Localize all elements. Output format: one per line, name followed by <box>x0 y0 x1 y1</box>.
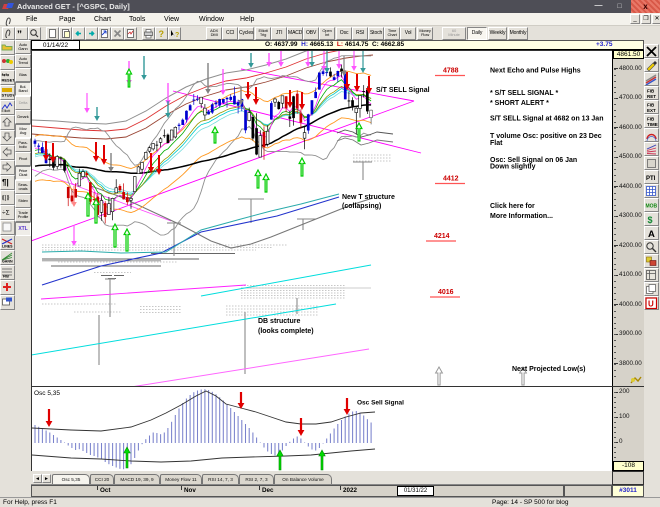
svg-text:Down slightly: Down slightly <box>490 164 536 171</box>
svg-text:S/T SELL Signal at 4682 on 13: S/T SELL Signal at 4682 on 13 Jan <box>490 116 603 123</box>
svg-text:Osc: Sell Signal on 06 Jan: Osc: Sell Signal on 06 Jan <box>490 157 577 164</box>
svg-text:?: ? <box>159 29 165 39</box>
svg-text:DB structure: DB structure <box>258 318 301 325</box>
svg-text:S/T SELL Signal: S/T SELL Signal <box>376 87 430 94</box>
svg-text:Click here for: Click here for <box>490 203 535 210</box>
svg-text:U: U <box>648 300 654 309</box>
svg-text:GANN: GANN <box>2 260 13 264</box>
svg-text:PTI: PTI <box>646 176 656 182</box>
svg-text:More Information...: More Information... <box>490 213 553 220</box>
svg-text:RESET: RESET <box>2 78 15 83</box>
svg-text:* S/T SELL SIGNAL *: * S/T SELL SIGNAL * <box>490 90 558 97</box>
svg-text:4412: 4412 <box>443 176 459 183</box>
svg-text:4788: 4788 <box>443 68 459 75</box>
svg-text:Next Echo and Pulse Highs: Next Echo and Pulse Highs <box>490 68 581 75</box>
svg-text:4214: 4214 <box>434 233 450 240</box>
svg-text:Flat: Flat <box>490 140 503 147</box>
svg-text:Elliott: Elliott <box>2 109 11 113</box>
svg-text:Osc Sell Signal: Osc Sell Signal <box>357 400 404 407</box>
svg-text:RET: RET <box>647 94 656 99</box>
svg-text:A: A <box>648 229 655 239</box>
svg-text:¶|: ¶| <box>2 178 9 187</box>
svg-text:FIB: FIB <box>647 103 655 108</box>
svg-text:?: ? <box>175 32 179 39</box>
svg-text:STUDY: STUDY <box>2 93 15 98</box>
svg-text:÷Σ: ÷Σ <box>2 210 10 217</box>
svg-text:⇆⇆: ⇆⇆ <box>2 72 10 77</box>
svg-text:(collapsing): (collapsing) <box>342 203 381 210</box>
svg-text:$: $ <box>648 215 653 225</box>
svg-text:MOB: MOB <box>646 204 658 210</box>
svg-text:TIME: TIME <box>647 122 658 127</box>
svg-text:T volume Osc: positive on 23 D: T volume Osc: positive on 23 Dec <box>490 133 602 140</box>
svg-text:⟪|⟫: ⟪|⟫ <box>2 195 10 202</box>
svg-text:* SHORT ALERT *: * SHORT ALERT * <box>490 100 549 107</box>
svg-text:LINES: LINES <box>2 245 13 249</box>
svg-text:New T structure: New T structure <box>342 194 395 201</box>
svg-text:EXT: EXT <box>647 108 656 113</box>
svg-text:(looks complete): (looks complete) <box>258 328 314 335</box>
svg-text:FIB: FIB <box>647 89 655 94</box>
svg-text:4016: 4016 <box>438 289 454 296</box>
svg-text:FIB: FIB <box>3 275 9 279</box>
svg-text:FIB: FIB <box>647 117 655 122</box>
svg-text:”: ” <box>17 30 22 40</box>
svg-text:Next Projected Low(s): Next Projected Low(s) <box>512 366 586 373</box>
svg-text:Osc 5,35: Osc 5,35 <box>34 390 60 397</box>
